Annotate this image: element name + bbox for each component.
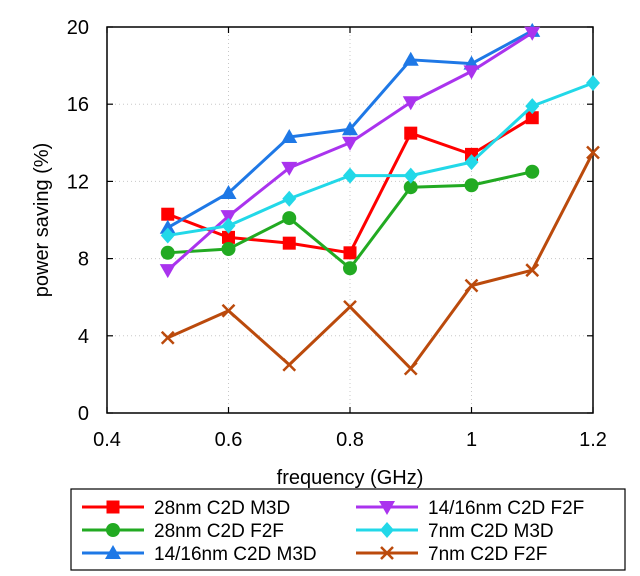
data-point [525, 98, 540, 115]
x-tick-label: 1.2 [579, 429, 607, 451]
data-point [220, 184, 237, 199]
data-point [221, 217, 236, 234]
data-point [159, 264, 176, 279]
data-point [343, 246, 357, 260]
data-point [342, 136, 358, 151]
data-point [282, 236, 296, 250]
legend-label: 14/16nm C2D M3D [154, 544, 317, 565]
legend-entry: 28nm C2D F2F [82, 521, 284, 542]
data-point [281, 161, 298, 176]
legend-marker [380, 522, 394, 538]
data-point [159, 219, 176, 234]
series-1 [160, 164, 540, 276]
legend-entry: 28nm C2D M3D [82, 498, 290, 519]
x-tick-label: 0.8 [336, 429, 364, 451]
data-point [464, 154, 479, 171]
y-tick-label: 0 [78, 403, 89, 425]
series-4 [160, 74, 600, 244]
data-point [524, 26, 541, 41]
data-point [402, 51, 419, 66]
legend-marker [106, 523, 120, 537]
data-point [160, 227, 175, 244]
data-point [282, 211, 297, 226]
y-axis-label: power saving (%) [31, 143, 53, 298]
legend-box [70, 488, 626, 571]
legend-marker [379, 501, 395, 515]
x-tick-label: 0.4 [93, 429, 121, 451]
data-point [281, 129, 298, 144]
data-point [160, 245, 175, 260]
data-point [525, 111, 539, 125]
y-tick-label: 20 [67, 17, 89, 39]
series-5 [160, 145, 600, 376]
data-point [402, 96, 419, 111]
legend-marker [380, 546, 394, 560]
legend-label: 7nm C2D F2F [428, 544, 547, 565]
data-point [463, 65, 480, 80]
series-layer [159, 22, 600, 376]
legend-label: 7nm C2D M3D [428, 521, 554, 542]
y-tick-label: 16 [67, 94, 89, 116]
data-point [343, 261, 357, 276]
data-point [586, 74, 600, 91]
data-point [403, 180, 418, 195]
data-point [404, 126, 418, 140]
data-point [161, 207, 175, 221]
legend-label: 28nm C2D M3D [154, 498, 290, 519]
data-point [525, 164, 540, 179]
series-line [167, 81, 594, 237]
legend-entry: 14/16nm C2D F2F [356, 498, 584, 519]
data-point [342, 121, 358, 136]
legend-marker [106, 500, 120, 514]
legend-label: 28nm C2D F2F [154, 521, 284, 542]
data-point [343, 167, 357, 184]
data-point [343, 299, 357, 314]
x-axis-label: frequency (GHz) [277, 467, 424, 489]
data-point [220, 210, 237, 225]
data-point [160, 330, 175, 345]
data-point [525, 263, 540, 278]
series-3 [159, 26, 541, 279]
legend-marker [105, 545, 121, 559]
x-tick-label: 1 [466, 429, 477, 451]
data-point [282, 190, 297, 207]
data-point [282, 357, 297, 372]
data-point [464, 178, 479, 193]
legend-entry: 14/16nm C2D M3D [82, 544, 317, 565]
data-point [221, 241, 236, 256]
series-line [167, 151, 595, 371]
data-point [403, 361, 418, 376]
y-tick-label: 12 [67, 171, 89, 193]
axis-ticks: 0.4 0.6 0.8 1 1.2 0 4 8 12 16 20 [67, 17, 607, 451]
data-point [586, 145, 600, 160]
data-point [464, 278, 479, 293]
data-point [403, 167, 418, 184]
x-tick-label: 0.6 [215, 429, 243, 451]
y-tick-label: 8 [78, 249, 89, 271]
legend-entry: 7nm C2D M3D [356, 521, 554, 542]
legend-entry: 7nm C2D F2F [356, 544, 547, 565]
series-2 [159, 22, 541, 234]
data-point [221, 303, 236, 318]
legend-label: 14/16nm C2D F2F [428, 498, 584, 519]
data-point [222, 230, 235, 244]
y-tick-label: 4 [78, 326, 89, 348]
